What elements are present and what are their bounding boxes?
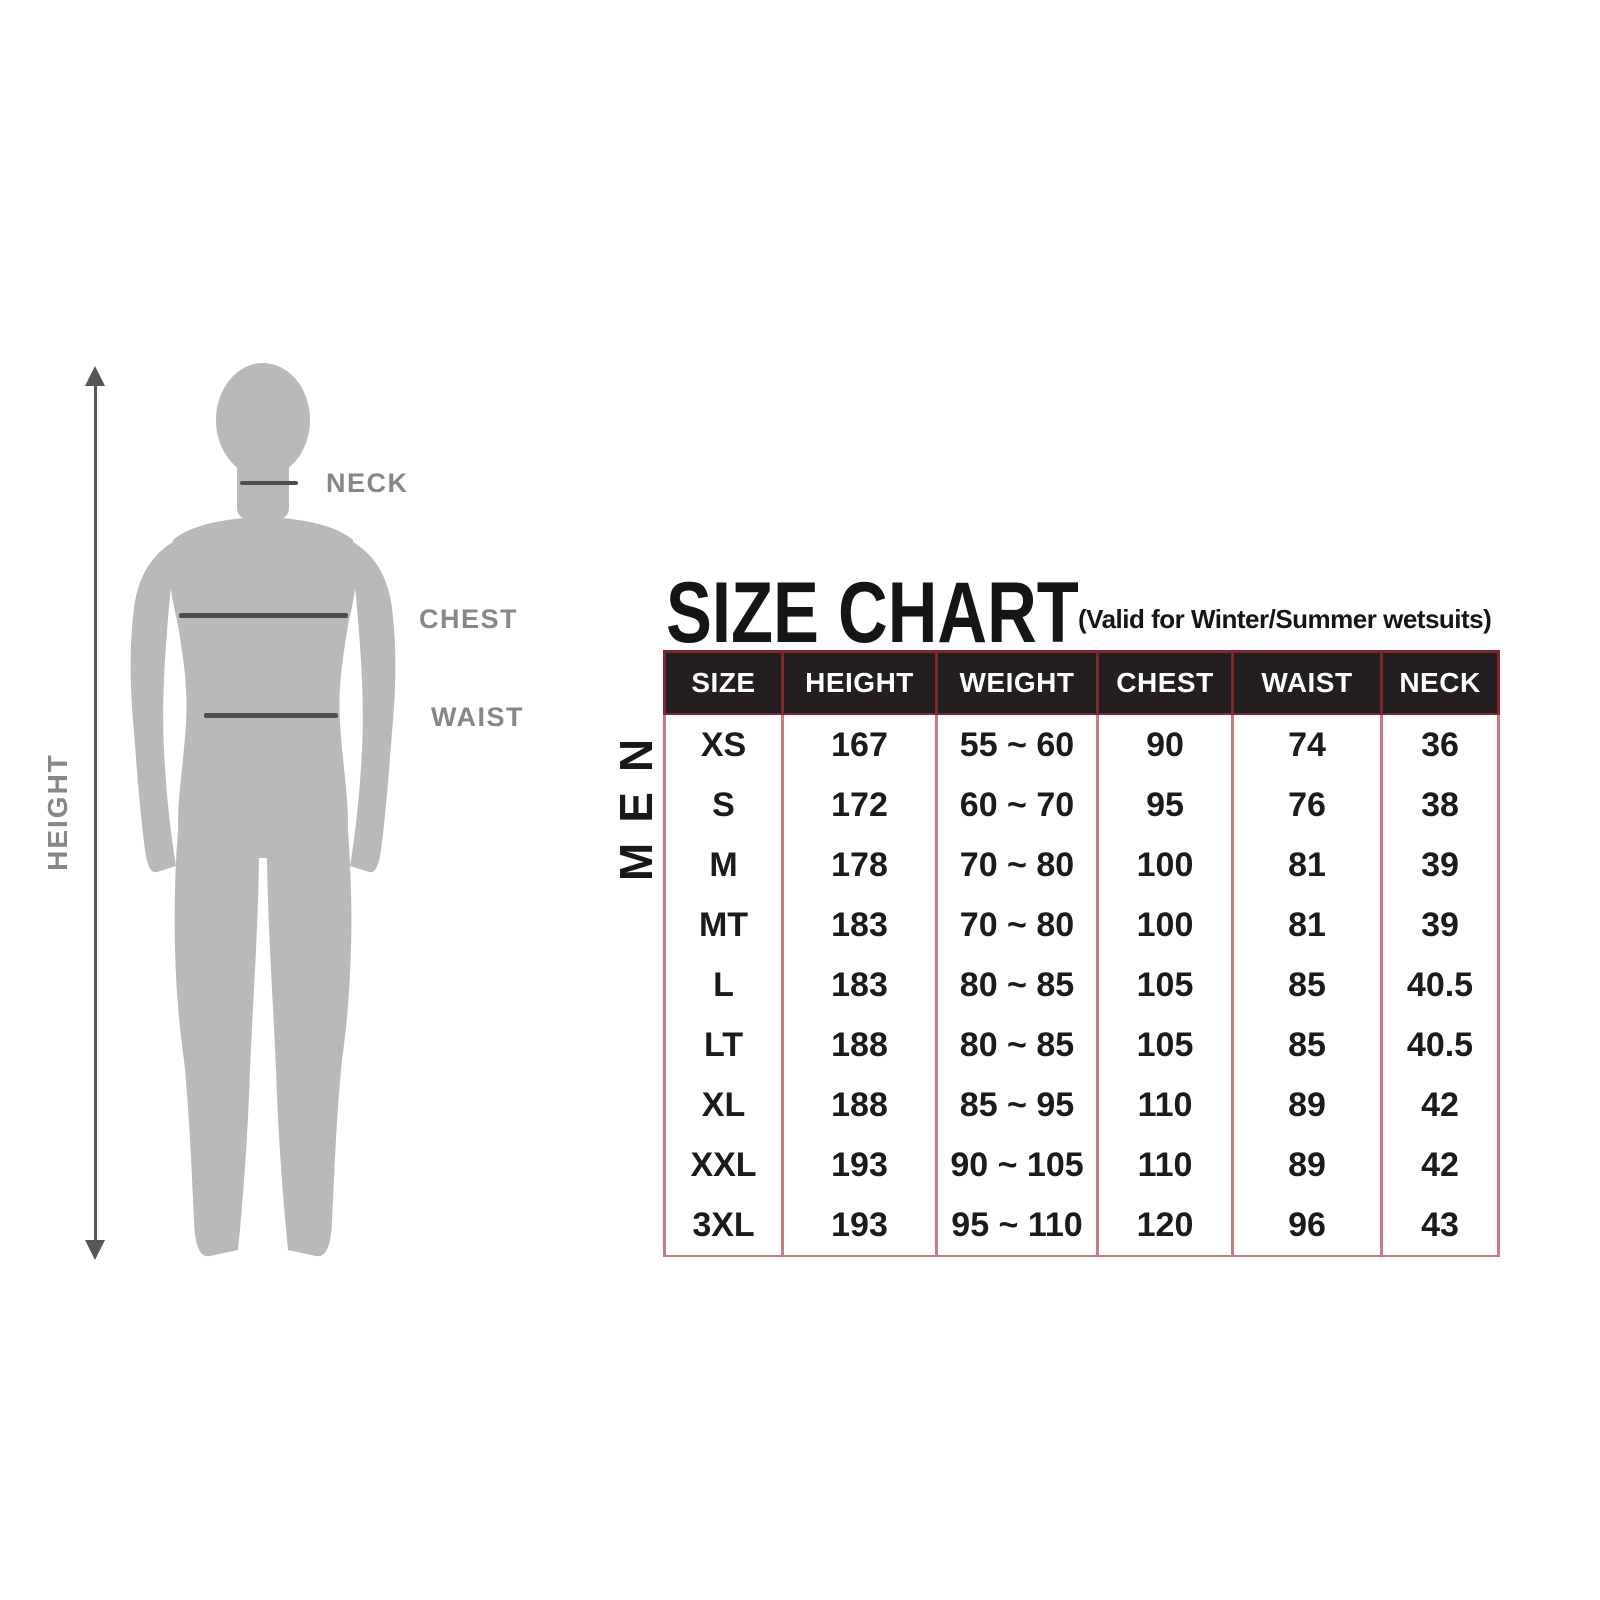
neck-measure-line (240, 481, 298, 485)
table-cell: 193 (781, 1195, 938, 1257)
table-cell: 40.5 (1380, 1015, 1500, 1075)
table-cell: L (663, 955, 784, 1015)
table-cell: 110 (1096, 1135, 1234, 1195)
table-cell: 110 (1096, 1075, 1234, 1135)
table-cell: 178 (781, 835, 938, 895)
table-cell: 96 (1231, 1195, 1383, 1257)
table-cell: 183 (781, 895, 938, 955)
table-cell: M (663, 835, 784, 895)
neck-label: NECK (326, 468, 409, 498)
table-cell: 85 (1231, 1015, 1383, 1075)
table-cell: 38 (1380, 775, 1500, 835)
table-cell: 55 ~ 60 (935, 714, 1099, 775)
table-cell: 89 (1231, 1075, 1383, 1135)
table-cell: 85 ~ 95 (935, 1075, 1099, 1135)
table-row: XS 167 55 ~ 60 90 74 36 (663, 714, 1500, 775)
table-row: XXL 193 90 ~ 105 110 89 42 (663, 1135, 1500, 1195)
table-row: L 183 80 ~ 85 105 85 40.5 (663, 955, 1500, 1015)
table-cell: 105 (1096, 955, 1234, 1015)
table-cell: 90 (1096, 714, 1234, 775)
table-cell: 39 (1380, 835, 1500, 895)
table-cell: 172 (781, 775, 938, 835)
table-cell: 74 (1231, 714, 1383, 775)
table-cell: 183 (781, 955, 938, 1015)
table-cell: 100 (1096, 835, 1234, 895)
table-cell: 36 (1380, 714, 1500, 775)
male-silhouette-image (130, 363, 396, 1257)
table-cell: 42 (1380, 1075, 1500, 1135)
column-header-height: HEIGHT (781, 650, 938, 715)
group-label-men: MEN (610, 718, 662, 882)
table-row: XL 188 85 ~ 95 110 89 42 (663, 1075, 1500, 1135)
arrow-shaft (94, 378, 97, 1248)
table-cell: S (663, 775, 784, 835)
table-cell: 80 ~ 85 (935, 955, 1099, 1015)
page-title: SIZE CHART (666, 565, 1079, 661)
table-cell: 80 ~ 85 (935, 1015, 1099, 1075)
column-header-weight: WEIGHT (935, 650, 1099, 715)
table-cell: 95 (1096, 775, 1234, 835)
table-cell: 105 (1096, 1015, 1234, 1075)
table-row: 3XL 193 95 ~ 110 120 96 43 (663, 1195, 1500, 1257)
table-row: LT 188 80 ~ 85 105 85 40.5 (663, 1015, 1500, 1075)
table-cell: 188 (781, 1015, 938, 1075)
table-cell: 40.5 (1380, 955, 1500, 1015)
table-cell: 76 (1231, 775, 1383, 835)
height-label: HEIGHT (42, 753, 73, 871)
table-cell: 85 (1231, 955, 1383, 1015)
table-cell: 60 ~ 70 (935, 775, 1099, 835)
table-cell: 42 (1380, 1135, 1500, 1195)
table-cell: LT (663, 1015, 784, 1075)
chest-measure-line (179, 613, 348, 618)
title-note: (Valid for Winter/Summer wetsuits) (1078, 604, 1492, 634)
table-cell: 167 (781, 714, 938, 775)
arrow-up-head (85, 366, 105, 386)
table-cell: 90 ~ 105 (935, 1135, 1099, 1195)
table-cell: 39 (1380, 895, 1500, 955)
column-header-neck: NECK (1380, 650, 1500, 715)
waist-measure-line (204, 713, 338, 718)
column-header-chest: CHEST (1096, 650, 1234, 715)
column-header-waist: WAIST (1231, 650, 1383, 715)
table-cell: 89 (1231, 1135, 1383, 1195)
table-cell: XS (663, 714, 784, 775)
table-cell: 188 (781, 1075, 938, 1135)
chest-label: CHEST (419, 604, 519, 634)
table-cell: 70 ~ 80 (935, 835, 1099, 895)
size-table: SIZE HEIGHT WEIGHT CHEST WAIST NECK XS 1… (663, 650, 1500, 1257)
table-row: M 178 70 ~ 80 100 81 39 (663, 835, 1500, 895)
table-cell: 120 (1096, 1195, 1234, 1257)
column-header-size: SIZE (663, 650, 784, 715)
table-row: S 172 60 ~ 70 95 76 38 (663, 775, 1500, 835)
table-cell: 43 (1380, 1195, 1500, 1257)
table-cell: 70 ~ 80 (935, 895, 1099, 955)
table-cell: XXL (663, 1135, 784, 1195)
table-cell: 100 (1096, 895, 1234, 955)
table-cell: XL (663, 1075, 784, 1135)
table-cell: 193 (781, 1135, 938, 1195)
table-cell: MT (663, 895, 784, 955)
table-row: MT 183 70 ~ 80 100 81 39 (663, 895, 1500, 955)
waist-label: WAIST (431, 702, 524, 732)
table-header-row: SIZE HEIGHT WEIGHT CHEST WAIST NECK (663, 650, 1500, 715)
table-cell: 81 (1231, 895, 1383, 955)
table-cell: 81 (1231, 835, 1383, 895)
table-cell: 95 ~ 110 (935, 1195, 1099, 1257)
height-arrow (84, 366, 106, 1260)
arrow-down-head (85, 1240, 105, 1260)
table-cell: 3XL (663, 1195, 784, 1257)
